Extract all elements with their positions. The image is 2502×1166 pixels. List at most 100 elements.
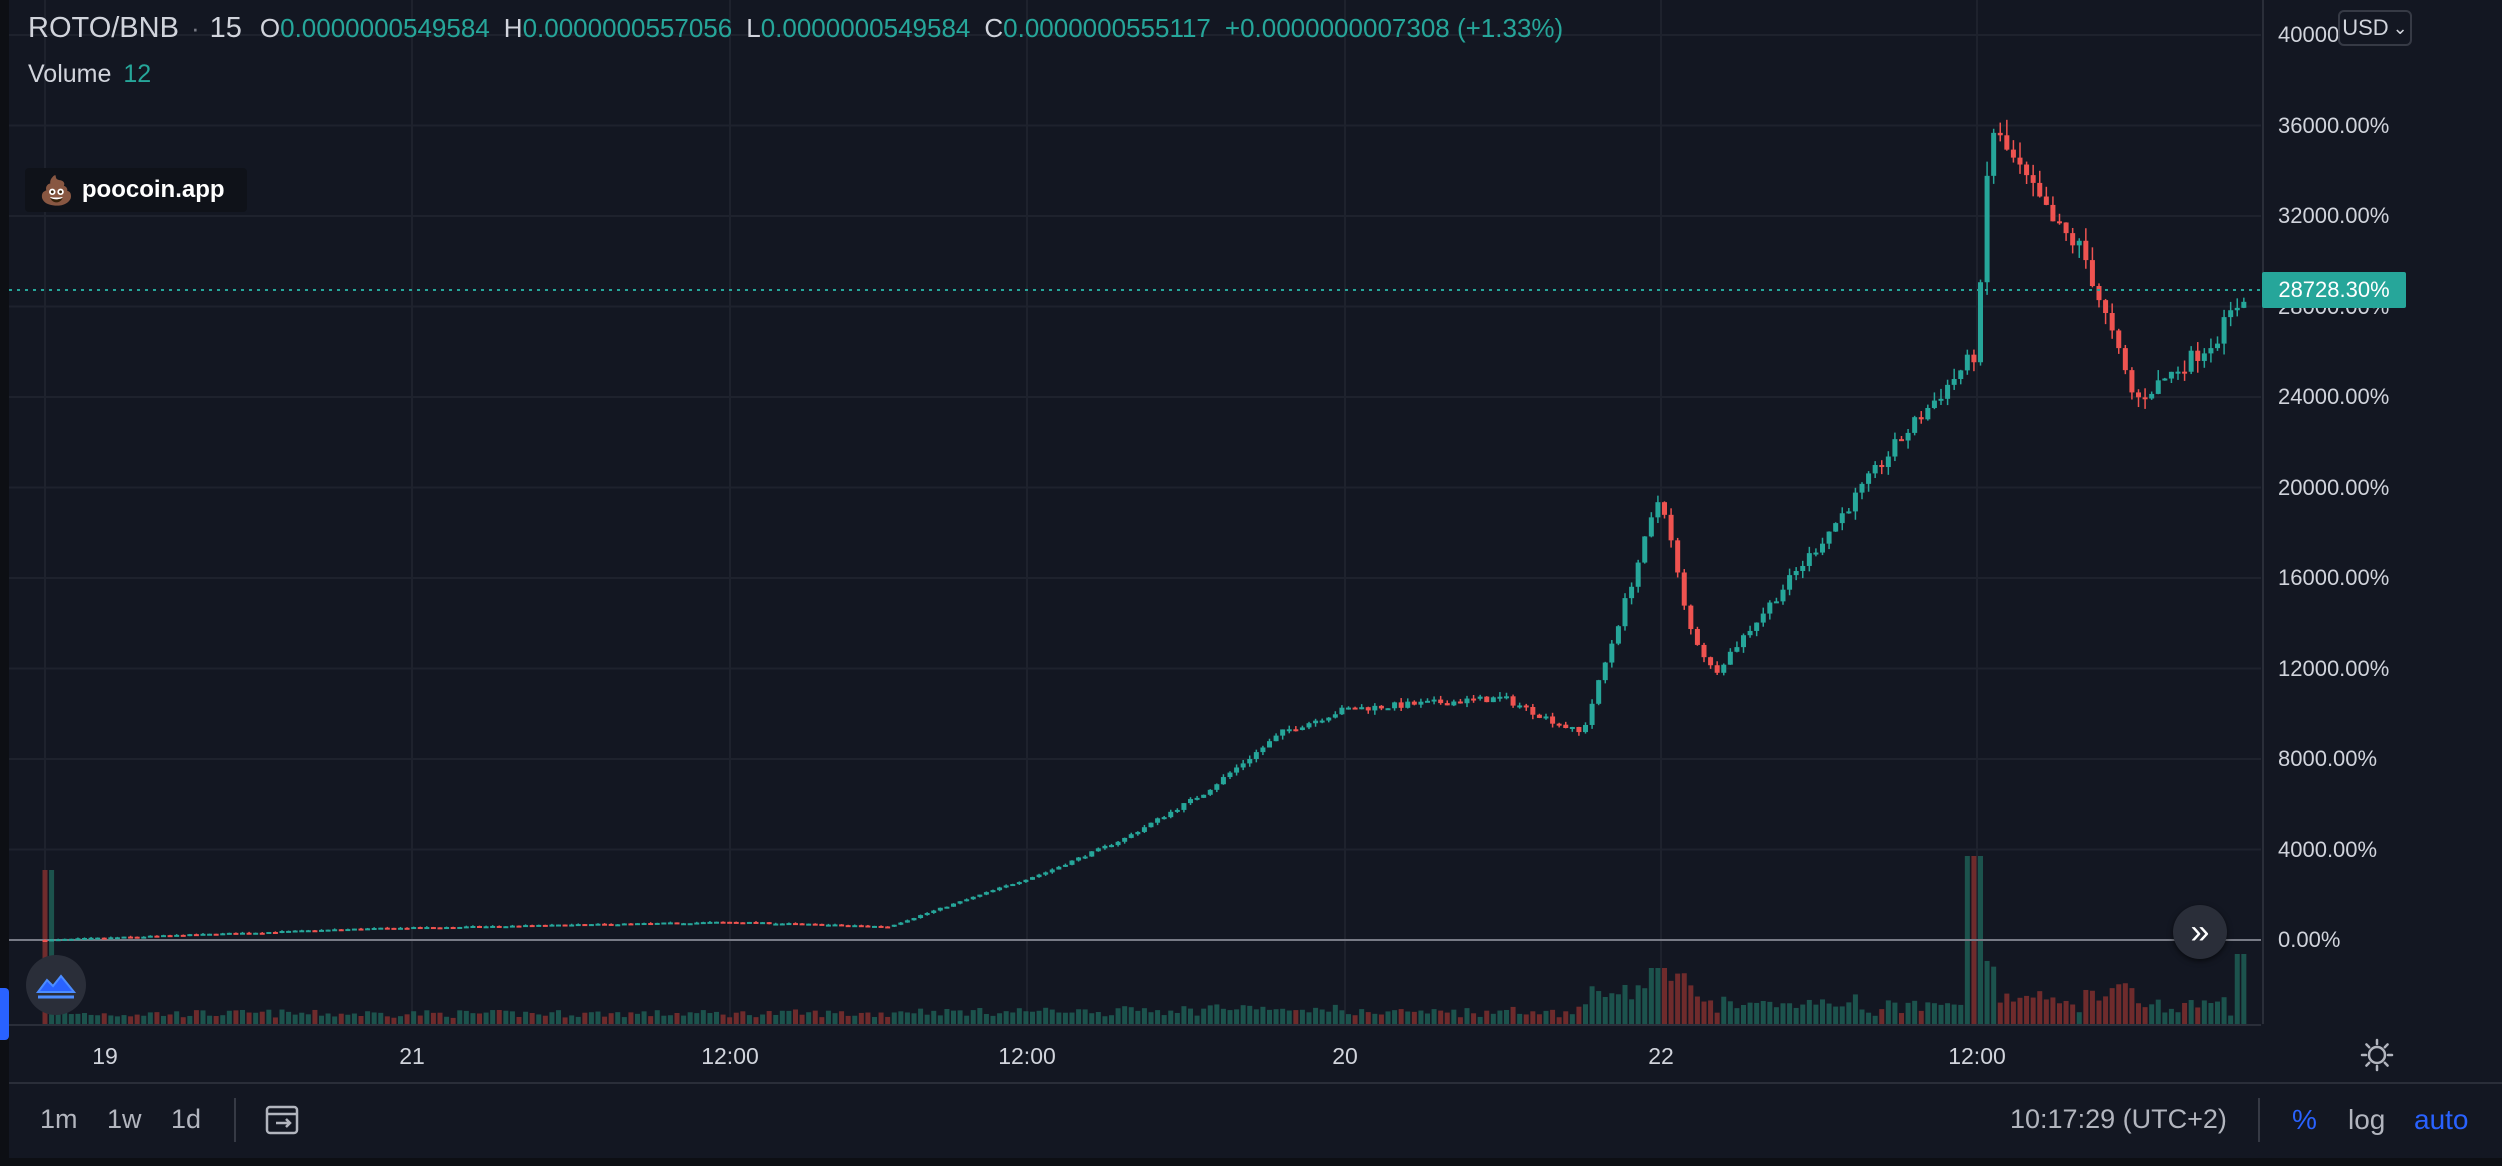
candle-body bbox=[733, 921, 739, 924]
candle-body bbox=[1095, 848, 1101, 852]
volume-value: 12 bbox=[123, 60, 152, 88]
currency-select[interactable]: USD ⌄ bbox=[2338, 10, 2412, 46]
tradingview-logo-button[interactable] bbox=[26, 955, 86, 1015]
volume-bar bbox=[1688, 985, 1694, 1024]
volume-bar bbox=[483, 1012, 489, 1024]
window-bottom-edge bbox=[0, 1158, 2502, 1166]
candle-body bbox=[951, 903, 956, 907]
candle-body bbox=[1115, 841, 1121, 846]
volume-bar bbox=[957, 1010, 963, 1024]
volume-bar bbox=[68, 1014, 74, 1024]
candle-body bbox=[1339, 707, 1345, 715]
candle-body bbox=[641, 923, 647, 926]
candle-body bbox=[259, 932, 265, 935]
candle-body bbox=[312, 930, 318, 933]
candle-body bbox=[2149, 393, 2155, 399]
percent-scale-toggle[interactable]: % bbox=[2292, 1104, 2317, 1135]
gear-icon[interactable] bbox=[2360, 1038, 2394, 1072]
volume-bar bbox=[1984, 960, 1990, 1024]
interval-value[interactable]: 15 bbox=[209, 12, 242, 44]
volume-legend[interactable]: Volume 12 bbox=[28, 60, 151, 89]
volume-bar bbox=[1023, 1011, 1029, 1024]
volume-bar bbox=[2010, 1001, 2016, 1024]
candle-body bbox=[2129, 370, 2135, 393]
candle-body bbox=[1319, 720, 1325, 723]
candle-body bbox=[108, 937, 114, 940]
candle-body bbox=[292, 930, 298, 933]
volume-bar bbox=[2208, 1003, 2214, 1024]
cloud-logo-icon bbox=[36, 974, 76, 999]
volume-bar bbox=[720, 1014, 726, 1024]
volume-bar bbox=[299, 1012, 305, 1024]
volume-bar bbox=[595, 1011, 601, 1024]
symbol-name[interactable]: ROTO/BNB bbox=[28, 12, 179, 44]
volume-bar bbox=[858, 1012, 864, 1024]
volume-bar bbox=[1800, 1004, 1806, 1024]
candle-body bbox=[95, 937, 101, 940]
volume-bar bbox=[391, 1017, 397, 1024]
candle-body bbox=[1214, 784, 1220, 790]
volume-bar bbox=[1141, 1008, 1147, 1024]
volume-bar bbox=[1754, 1002, 1760, 1024]
timeframe-1m-button[interactable]: 1m bbox=[40, 1104, 78, 1134]
candle-body bbox=[338, 929, 344, 932]
open-key: O bbox=[259, 13, 281, 43]
candle-body bbox=[1030, 877, 1035, 880]
scroll-to-realtime-button[interactable]: » bbox=[2173, 905, 2227, 959]
price-axis[interactable] bbox=[2262, 0, 2502, 1024]
high-value: 0.0000000557056 bbox=[522, 13, 733, 43]
candle-body bbox=[806, 923, 812, 926]
candle-body bbox=[365, 928, 371, 931]
candle-body bbox=[1846, 511, 1852, 514]
candle-body bbox=[1662, 502, 1667, 515]
timeframe-1d-button[interactable]: 1d bbox=[171, 1104, 202, 1134]
candle-body bbox=[371, 928, 377, 931]
log-scale-toggle[interactable]: log bbox=[2348, 1104, 2386, 1135]
candle-body bbox=[608, 923, 614, 926]
candle-body bbox=[1194, 797, 1200, 800]
volume-bar bbox=[2096, 1000, 2102, 1024]
candle-body bbox=[1859, 483, 1865, 493]
candle-body bbox=[1727, 651, 1733, 665]
auto-scale-toggle[interactable]: auto bbox=[2414, 1104, 2469, 1135]
poocoin-watermark: 💩 poocoin.app bbox=[25, 168, 247, 212]
candle-body bbox=[1069, 860, 1075, 865]
high-key: H bbox=[503, 13, 523, 43]
volume-bar bbox=[365, 1011, 371, 1024]
candle-body bbox=[753, 921, 759, 924]
volume-bar bbox=[1464, 1008, 1470, 1024]
candle-body bbox=[1076, 857, 1082, 861]
volume-bar bbox=[378, 1012, 384, 1024]
time-axis[interactable] bbox=[9, 1024, 2261, 1082]
price-chart[interactable] bbox=[9, 0, 2261, 1024]
candle-body bbox=[424, 927, 430, 930]
volume-bar bbox=[2168, 1008, 2174, 1024]
volume-bar bbox=[1135, 1010, 1141, 1024]
candle-body bbox=[891, 924, 897, 927]
candle-body bbox=[793, 923, 798, 926]
candle-body bbox=[720, 921, 726, 924]
candle-body bbox=[398, 927, 403, 930]
date-range-icon[interactable] bbox=[264, 1102, 304, 1138]
volume-bar bbox=[562, 1017, 568, 1024]
chart-pane[interactable] bbox=[9, 0, 2261, 1024]
volume-bar bbox=[2175, 1012, 2181, 1024]
candle-body bbox=[1181, 803, 1187, 810]
timeframe-1w-button[interactable]: 1w bbox=[107, 1104, 142, 1134]
volume-bar bbox=[924, 1014, 930, 1024]
volume-bar bbox=[654, 1010, 660, 1024]
candle-body bbox=[88, 937, 94, 940]
clock-timezone[interactable]: 10:17:29 (UTC+2) bbox=[2010, 1104, 2227, 1134]
candle-body bbox=[1642, 536, 1648, 563]
volume-bar bbox=[569, 1015, 575, 1024]
candle-body bbox=[1201, 794, 1207, 798]
candle-body bbox=[299, 930, 305, 933]
volume-bar bbox=[2155, 999, 2161, 1024]
side-toggle-button[interactable] bbox=[0, 988, 9, 1040]
volume-bar bbox=[674, 1012, 680, 1024]
candlesticks bbox=[42, 119, 2247, 942]
volume-bar bbox=[740, 1011, 746, 1024]
volume-bar bbox=[1517, 1013, 1523, 1024]
candle-body bbox=[2162, 378, 2168, 381]
candle-body bbox=[1563, 724, 1569, 729]
